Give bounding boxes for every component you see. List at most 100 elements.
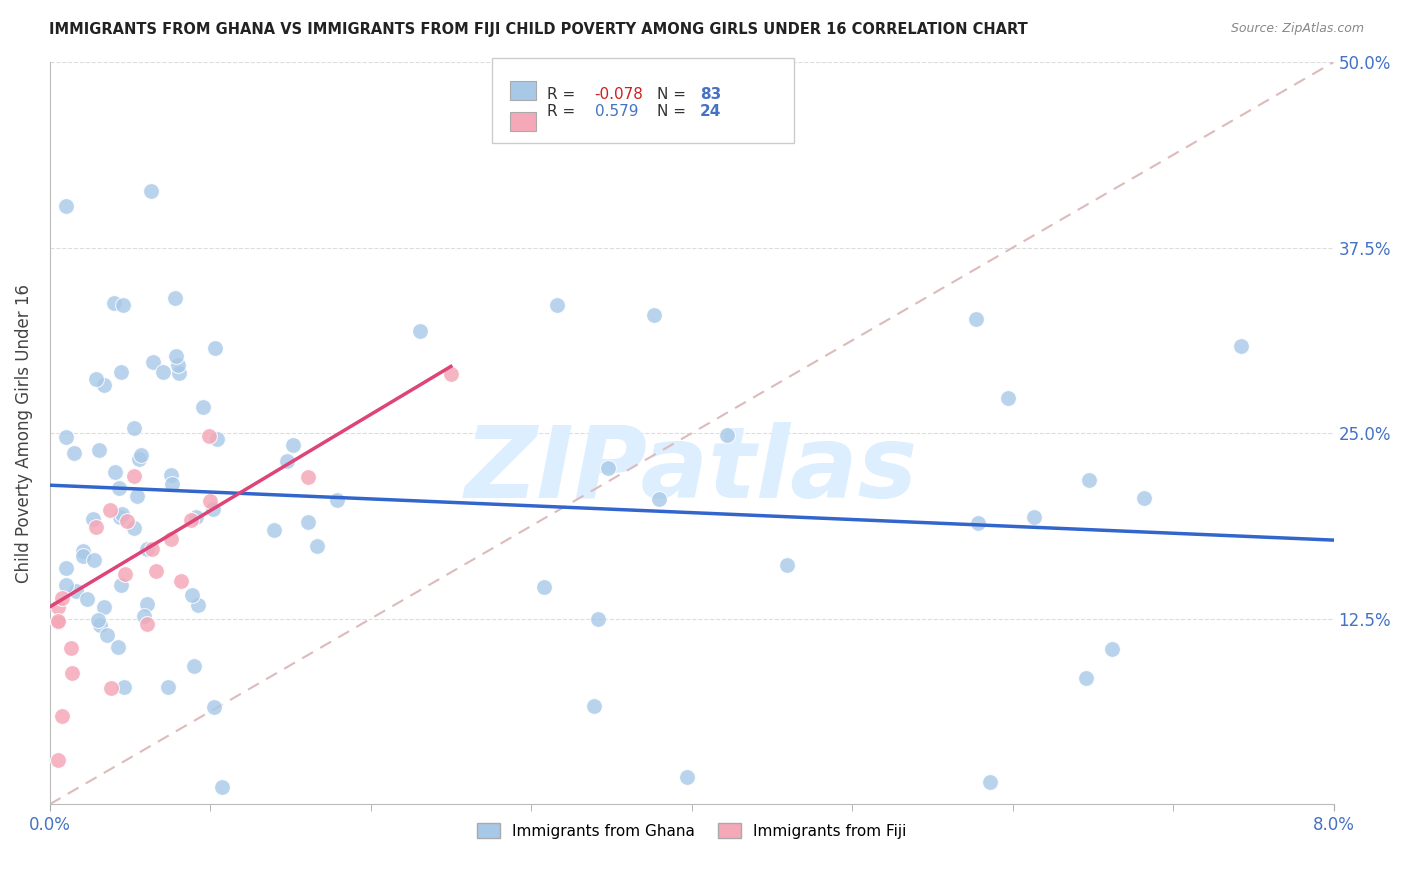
Point bbox=[586, 612, 609, 626]
Point bbox=[440, 367, 463, 381]
Point bbox=[100, 681, 122, 695]
Point bbox=[46, 615, 69, 629]
Text: R =: R = bbox=[547, 104, 575, 120]
Point bbox=[965, 311, 987, 326]
Point bbox=[409, 324, 432, 338]
Point bbox=[83, 553, 105, 567]
Point bbox=[89, 618, 111, 632]
Text: IMMIGRANTS FROM GHANA VS IMMIGRANTS FROM FIJI CHILD POVERTY AMONG GIRLS UNDER 16: IMMIGRANTS FROM GHANA VS IMMIGRANTS FROM… bbox=[49, 22, 1028, 37]
Point bbox=[647, 492, 669, 507]
Point bbox=[160, 532, 183, 546]
Point bbox=[112, 680, 135, 694]
Point bbox=[122, 468, 145, 483]
Point bbox=[93, 378, 115, 392]
Point bbox=[46, 753, 69, 767]
Point bbox=[200, 493, 222, 508]
Point bbox=[643, 308, 665, 322]
Point bbox=[87, 614, 110, 628]
Point bbox=[191, 400, 214, 414]
Text: N =: N = bbox=[657, 104, 686, 120]
Point bbox=[136, 598, 159, 612]
Y-axis label: Child Poverty Among Girls Under 16: Child Poverty Among Girls Under 16 bbox=[15, 284, 32, 582]
Point bbox=[297, 469, 319, 483]
Point bbox=[60, 666, 83, 681]
Point bbox=[307, 540, 329, 554]
Point bbox=[122, 421, 145, 435]
Point bbox=[165, 292, 187, 306]
Point bbox=[110, 578, 132, 592]
Point bbox=[1024, 509, 1046, 524]
Point bbox=[546, 297, 568, 311]
Legend: Immigrants from Ghana, Immigrants from Fiji: Immigrants from Ghana, Immigrants from F… bbox=[471, 817, 912, 845]
Point bbox=[165, 349, 187, 363]
Point bbox=[967, 516, 990, 530]
Point bbox=[63, 445, 86, 459]
Point bbox=[132, 608, 155, 623]
Text: 0.579: 0.579 bbox=[595, 104, 638, 120]
Point bbox=[115, 514, 138, 528]
Point bbox=[166, 358, 188, 372]
Point bbox=[111, 507, 134, 521]
Point bbox=[297, 516, 319, 530]
Point bbox=[55, 199, 77, 213]
Point bbox=[170, 574, 193, 588]
Point bbox=[776, 558, 799, 572]
Text: R =: R = bbox=[547, 87, 575, 103]
Point bbox=[55, 430, 77, 444]
Point bbox=[1076, 672, 1098, 686]
Point bbox=[204, 341, 226, 355]
Point bbox=[107, 640, 129, 654]
Point bbox=[136, 617, 159, 632]
Point bbox=[1230, 339, 1253, 353]
Point bbox=[997, 391, 1019, 405]
Point bbox=[55, 560, 77, 574]
Point bbox=[93, 599, 115, 614]
Point bbox=[716, 427, 738, 442]
Point bbox=[104, 465, 127, 479]
Point bbox=[60, 640, 83, 655]
Point bbox=[96, 628, 118, 642]
Point bbox=[167, 366, 190, 380]
Point bbox=[124, 521, 146, 535]
Text: N =: N = bbox=[657, 87, 686, 103]
Point bbox=[46, 615, 69, 629]
Point bbox=[160, 477, 183, 491]
Point bbox=[111, 298, 134, 312]
Point bbox=[72, 543, 94, 558]
Point bbox=[51, 591, 73, 605]
Point bbox=[114, 567, 136, 582]
Point bbox=[125, 489, 148, 503]
Point bbox=[87, 443, 110, 458]
Point bbox=[110, 365, 132, 379]
Point bbox=[186, 510, 208, 524]
Point bbox=[160, 468, 183, 483]
Point bbox=[76, 592, 98, 607]
Point bbox=[207, 432, 229, 446]
Point bbox=[82, 512, 104, 526]
Text: 24: 24 bbox=[700, 104, 721, 120]
Point bbox=[180, 588, 202, 602]
Point bbox=[281, 438, 304, 452]
Point bbox=[46, 599, 69, 614]
Point bbox=[84, 519, 107, 533]
Point bbox=[183, 659, 205, 673]
Point bbox=[180, 513, 202, 527]
Point bbox=[211, 780, 233, 794]
Text: Source: ZipAtlas.com: Source: ZipAtlas.com bbox=[1230, 22, 1364, 36]
Point bbox=[84, 372, 107, 386]
Point bbox=[263, 523, 285, 537]
Point bbox=[979, 775, 1001, 789]
Point bbox=[142, 355, 165, 369]
Point bbox=[533, 581, 555, 595]
Point bbox=[51, 709, 73, 723]
Point bbox=[103, 296, 125, 310]
Text: -0.078: -0.078 bbox=[595, 87, 644, 103]
Text: ZIPatlas: ZIPatlas bbox=[465, 422, 918, 519]
Point bbox=[100, 502, 122, 516]
Point bbox=[110, 509, 132, 524]
Point bbox=[1078, 473, 1101, 487]
Point bbox=[596, 461, 619, 475]
Point bbox=[145, 564, 167, 578]
Point bbox=[1101, 641, 1123, 656]
Point bbox=[65, 583, 87, 598]
